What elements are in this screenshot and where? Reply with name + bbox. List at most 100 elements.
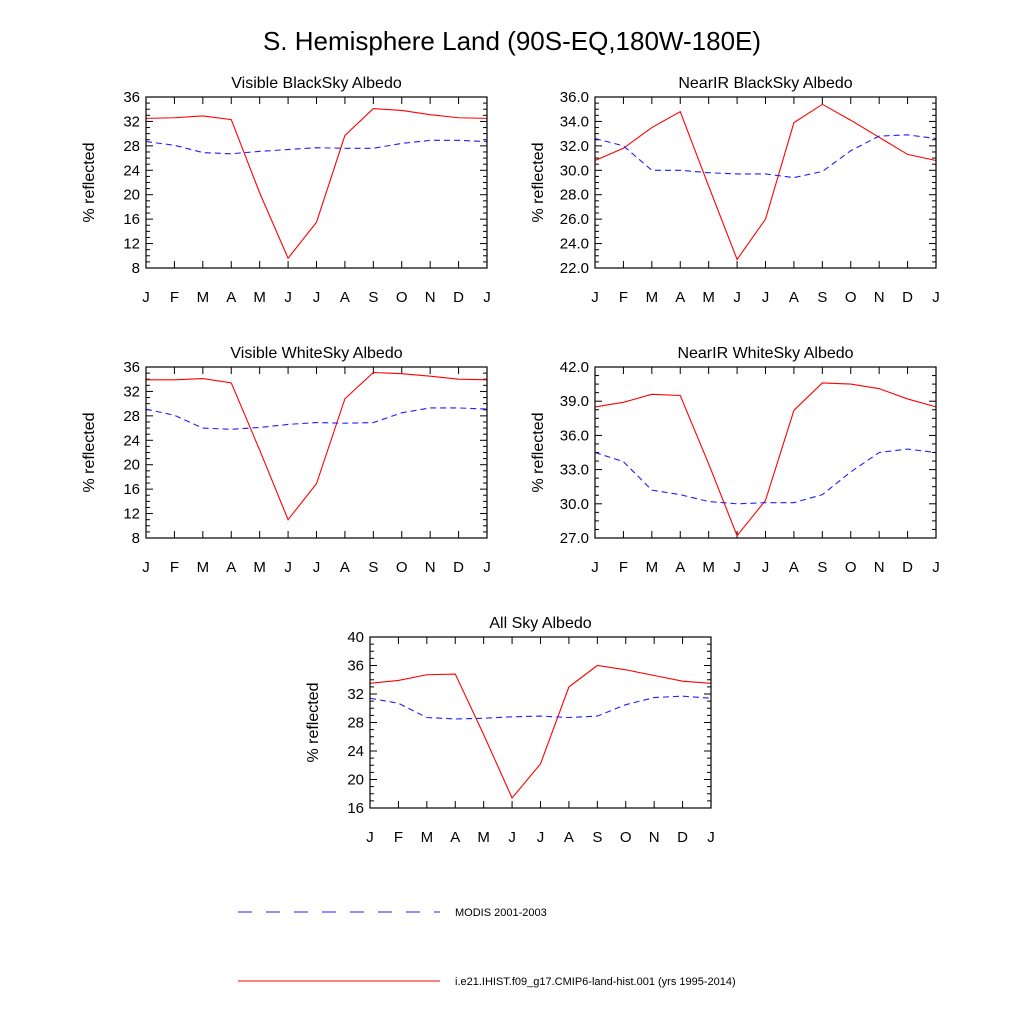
x-tick-label: S [817,289,827,306]
x-tick-label: M [253,559,266,576]
x-tick-label: J [932,559,940,576]
y-tick-label: 40 [347,629,364,646]
x-tick-label: J [483,559,491,576]
y-axis-label: % reflected [530,412,547,492]
series-line-model [594,382,937,537]
x-tick-label: M [702,559,715,576]
x-tick-label: A [789,289,799,306]
x-tick-label: N [874,289,885,306]
x-tick-label: M [421,829,434,846]
y-tick-label: 24 [123,432,140,449]
x-tick-label: A [226,289,236,306]
x-tick-label: N [874,559,885,576]
panel-title: Visible BlackSky Albedo [231,75,402,92]
x-tick-label: J [142,289,150,306]
panel-title: Visible WhiteSky Albedo [230,345,402,362]
series-line-model [594,103,937,261]
plot-frame [594,96,937,269]
series-line-modis [145,407,488,430]
panel-title: All Sky Albedo [489,615,591,632]
y-tick-label: 36 [123,89,140,106]
x-tick-label: J [707,829,715,846]
chart-panel: NearIR WhiteSky Albedo % reflected 27.0 30.… [530,345,940,576]
y-tick-label: 30.0 [560,162,589,179]
y-tick-label: 34.0 [560,113,589,130]
y-tick-label: 8 [132,260,140,277]
legend-label: i.e21.IHIST.f09_g17.CMIP6-land-hist.001 … [455,976,736,988]
panel-title: NearIR BlackSky Albedo [678,75,852,92]
x-tick-label: S [368,289,378,306]
series-line-modis [594,448,937,505]
x-tick-label: D [902,289,913,306]
y-tick-label: 24.0 [560,236,589,253]
x-tick-label: S [817,559,827,576]
x-tick-label: J [366,829,374,846]
x-tick-label: O [845,289,857,306]
x-tick-label: S [592,829,602,846]
y-axis-label: % reflected [305,682,322,762]
x-tick-label: A [789,559,799,576]
x-tick-label: M [702,289,715,306]
plot-frame [145,366,488,539]
y-tick-label: 24 [347,743,364,760]
x-tick-label: J [762,559,770,576]
y-axis-label: % reflected [530,142,547,222]
x-tick-label: J [733,559,741,576]
y-tick-label: 36.0 [560,427,589,444]
x-tick-label: N [425,559,436,576]
plot-frame [594,366,937,539]
x-tick-label: N [425,289,436,306]
plot-frame [145,96,488,269]
legend: MODIS 2001-2003 i.e21.IHIST.f09_g17.CMIP6… [238,907,736,988]
series-line-modis [594,134,937,179]
x-tick-label: J [932,289,940,306]
x-tick-label: A [340,559,350,576]
y-tick-label: 16 [123,211,140,228]
x-tick-label: F [170,289,179,306]
y-tick-label: 28 [123,408,140,425]
chart-panel: All Sky Albedo % reflected 16 20 24 28 32 36 40 J… [305,615,715,846]
y-tick-label: 42.0 [560,359,589,376]
y-tick-label: 36 [347,658,364,675]
chart-panel: NearIR BlackSky Albedo % reflected 22.0 24.… [530,75,940,306]
x-tick-label: A [340,289,350,306]
y-tick-label: 32 [347,686,364,703]
x-tick-label: J [313,289,321,306]
y-tick-label: 39.0 [560,393,589,410]
x-tick-label: J [591,559,599,576]
x-tick-label: D [677,829,688,846]
x-tick-label: M [197,289,210,306]
x-tick-label: F [619,559,628,576]
y-tick-label: 32 [123,383,140,400]
x-tick-label: S [368,559,378,576]
x-tick-label: F [170,559,179,576]
x-tick-label: A [675,289,685,306]
series-line-model [146,371,488,521]
y-tick-label: 24 [123,162,140,179]
y-tick-label: 16 [347,800,364,817]
y-tick-label: 20 [123,187,140,204]
y-tick-label: 28.0 [560,187,589,204]
x-tick-label: J [483,289,491,306]
x-tick-label: M [253,289,266,306]
y-tick-label: 30.0 [560,496,589,513]
x-tick-label: J [284,289,292,306]
x-tick-label: J [537,829,545,846]
plot-frame [369,636,712,809]
x-tick-label: M [197,559,210,576]
x-tick-label: A [675,559,685,576]
y-tick-label: 20 [123,457,140,474]
y-axis-label: % reflected [81,142,98,222]
x-tick-label: D [453,559,464,576]
figure-title: S. Hemisphere Land (90S-EQ,180W-180E) [263,26,761,56]
y-tick-label: 26.0 [560,211,589,228]
x-tick-label: D [902,559,913,576]
panel-title: NearIR WhiteSky Albedo [677,345,853,362]
y-tick-label: 28 [123,138,140,155]
x-tick-label: A [564,829,574,846]
chart-panel: Visible BlackSky Albedo % reflected 8 12 16 2… [81,75,491,306]
y-tick-label: 22.0 [560,260,589,277]
chart-panel: Visible WhiteSky Albedo % reflected 8 12 16 2… [81,345,491,576]
x-tick-label: O [396,559,408,576]
